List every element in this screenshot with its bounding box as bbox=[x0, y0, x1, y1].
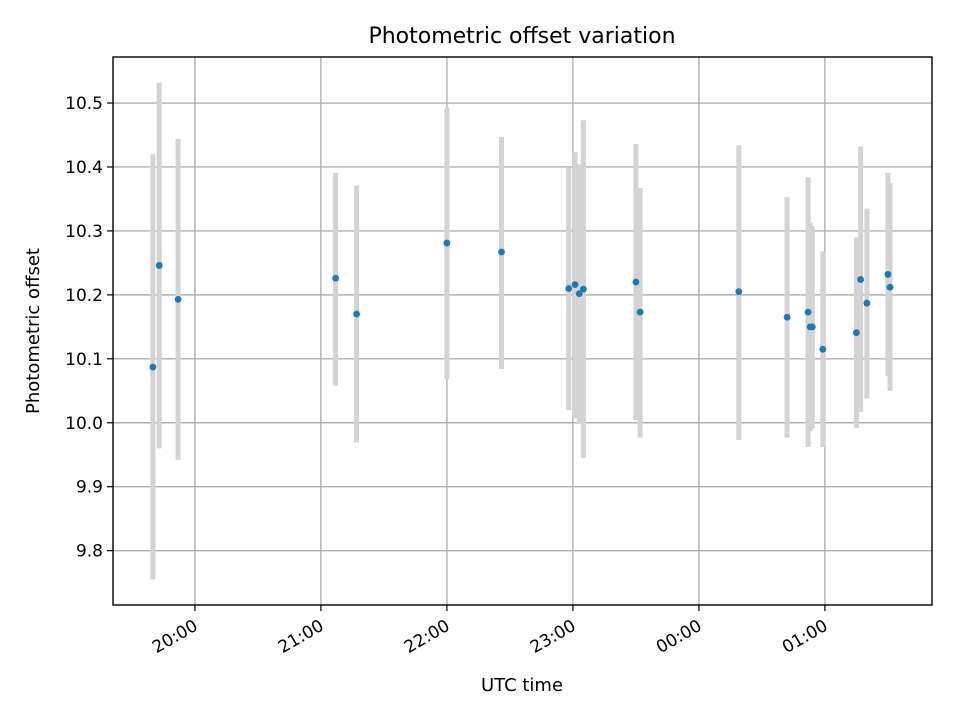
y-tick-label: 9.8 bbox=[76, 542, 103, 562]
x-axis-label: UTC time bbox=[481, 675, 563, 696]
data-point bbox=[575, 290, 583, 297]
y-tick-label: 10.4 bbox=[65, 158, 103, 178]
data-point bbox=[498, 248, 505, 256]
data-point bbox=[804, 308, 812, 316]
y-tick-label: 10.3 bbox=[65, 222, 103, 242]
data-point bbox=[353, 310, 360, 318]
data-point bbox=[155, 262, 163, 269]
chart-title: Photometric offset variation bbox=[368, 24, 675, 49]
y-tick-label: 10.0 bbox=[65, 414, 103, 434]
data-point bbox=[863, 299, 871, 307]
data-point bbox=[853, 329, 860, 336]
data-point bbox=[149, 363, 157, 371]
y-tick-label: 10.2 bbox=[65, 286, 103, 306]
data-point bbox=[632, 278, 640, 286]
data-point bbox=[808, 323, 816, 331]
data-point bbox=[636, 308, 644, 316]
data-point bbox=[174, 295, 182, 303]
data-point bbox=[580, 285, 587, 293]
data-point bbox=[735, 288, 743, 296]
data-point bbox=[332, 274, 339, 282]
y-tick-label: 10.1 bbox=[65, 350, 103, 370]
y-axis-ticks: 9.8 9.9 10.0 10.1 10.2 10.3 10.4 10.5 bbox=[65, 94, 113, 562]
data-point bbox=[884, 271, 892, 278]
data-point bbox=[565, 285, 573, 292]
y-tick-label: 9.9 bbox=[76, 478, 103, 498]
data-point bbox=[857, 276, 864, 283]
data-point bbox=[819, 345, 827, 353]
y-tick-label: 10.5 bbox=[65, 94, 103, 114]
data-point bbox=[783, 313, 791, 321]
data-point bbox=[443, 239, 451, 247]
point-layer bbox=[149, 239, 894, 371]
data-point bbox=[571, 281, 579, 289]
y-axis-label: Photometric offset bbox=[23, 248, 44, 414]
plot-frame bbox=[112, 56, 933, 606]
data-point bbox=[886, 283, 894, 291]
